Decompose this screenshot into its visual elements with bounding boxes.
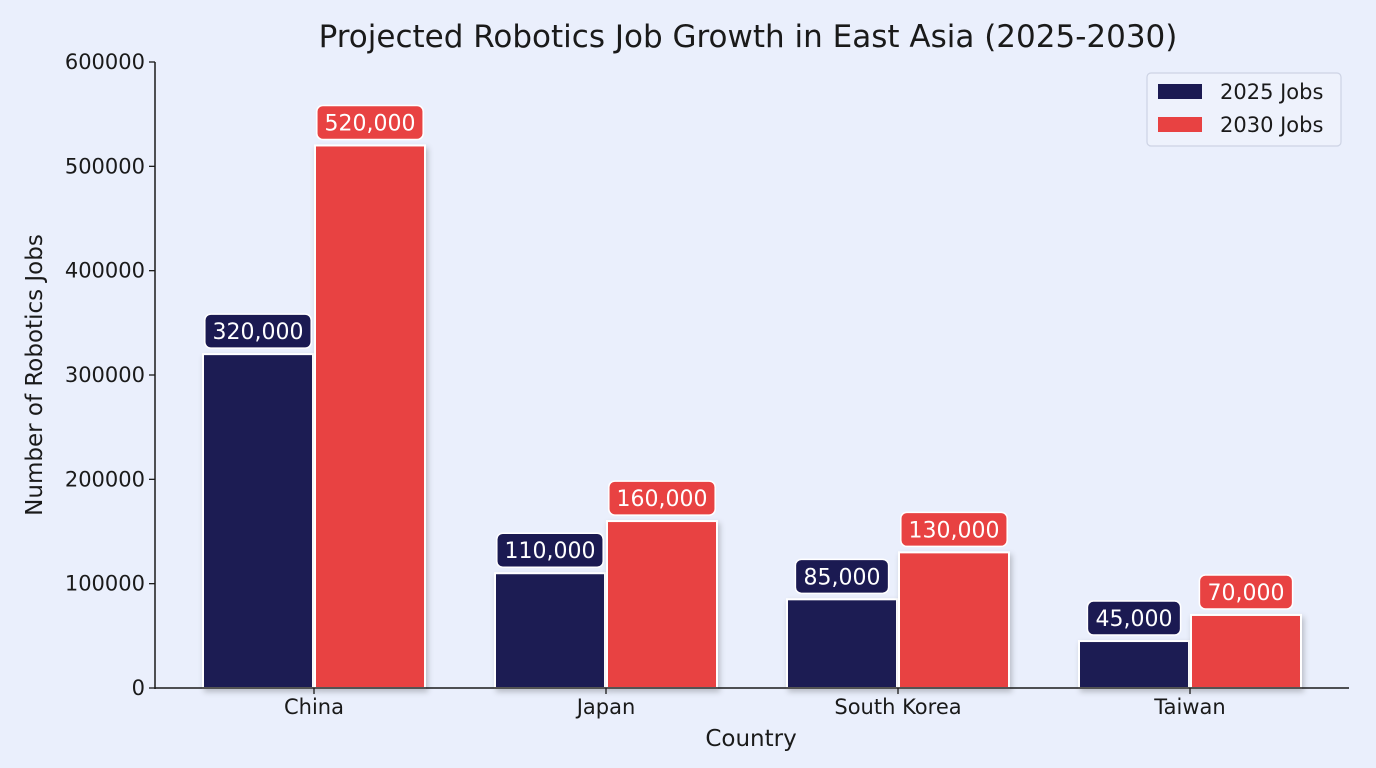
x-axis-label: Country <box>705 726 796 752</box>
data-label-value: 130,000 <box>909 518 1000 543</box>
y-tick-label: 500000 <box>65 154 145 178</box>
data-label-2030-china: 520,000 <box>316 104 424 141</box>
x-tick-label: China <box>284 695 344 719</box>
bar-2030-china <box>314 144 426 689</box>
bar-2025-japan <box>494 572 606 690</box>
data-label-2030-taiwan: 70,000 <box>1198 574 1294 610</box>
y-tick-label: 400000 <box>65 259 145 283</box>
bar-2025-taiwan <box>1078 640 1190 689</box>
y-tick-label: 600000 <box>65 50 145 74</box>
data-label-2025-south-korea: 85,000 <box>794 558 890 595</box>
legend: 2025 Jobs 2030 Jobs <box>1146 72 1342 147</box>
data-label-badge <box>608 480 716 516</box>
plot-area <box>202 144 1302 690</box>
y-tick-label: 300000 <box>65 363 145 387</box>
data-label-badge <box>794 558 890 595</box>
data-label-2025-taiwan: 45,000 <box>1086 600 1182 636</box>
bar-2025-south-korea <box>786 598 898 689</box>
y-tick-label: 100000 <box>65 572 145 596</box>
data-label-2030-japan: 160,000 <box>608 480 716 516</box>
bar-2025-china <box>202 353 314 689</box>
x-tick-label: Japan <box>575 695 636 719</box>
data-label-badge <box>900 511 1008 548</box>
data-label-value: 520,000 <box>325 111 416 136</box>
data-label-badge <box>496 532 604 568</box>
data-label-badge <box>1198 574 1294 610</box>
data-label-badge <box>204 313 312 349</box>
legend-swatch <box>1158 84 1202 99</box>
axes: 0 100000 200000 300000 400000 500000 600000 Chi… <box>65 50 1349 719</box>
data-label-value: 110,000 <box>505 539 596 564</box>
data-label-value: 160,000 <box>617 487 708 512</box>
y-tick-label: 0 <box>132 676 145 700</box>
data-label-2030-south-korea: 130,000 <box>900 511 1008 548</box>
y-tick-label: 200000 <box>65 467 145 491</box>
data-label-badge <box>316 104 424 141</box>
bar-2030-taiwan <box>1190 613 1302 690</box>
data-label-value: 320,000 <box>213 320 304 345</box>
data-label-value: 85,000 <box>804 565 881 590</box>
chart-title: Projected Robotics Job Growth in East As… <box>319 19 1178 55</box>
legend-item-2025: 2025 Jobs <box>1158 80 1323 104</box>
legend-label: 2025 Jobs <box>1220 80 1323 104</box>
data-label-2025-china: 320,000 <box>204 313 312 349</box>
y-axis-label: Number of Robotics Jobs <box>22 234 48 516</box>
data-label-badge <box>1086 600 1182 636</box>
legend-label: 2030 Jobs <box>1220 113 1323 137</box>
legend-item-2030: 2030 Jobs <box>1158 113 1323 137</box>
x-tick-label: Taiwan <box>1153 695 1225 719</box>
data-label-value: 70,000 <box>1208 581 1285 606</box>
legend-swatch <box>1158 117 1202 132</box>
bar-2030-japan <box>606 520 718 689</box>
data-labels: 320,000 520,000 110,000 160,000 85,000 130,00… <box>204 104 1294 636</box>
data-label-2025-japan: 110,000 <box>496 532 604 568</box>
data-label-value: 45,000 <box>1096 607 1173 632</box>
bar-2030-south-korea <box>898 551 1010 689</box>
x-tick-label: South Korea <box>834 695 961 719</box>
